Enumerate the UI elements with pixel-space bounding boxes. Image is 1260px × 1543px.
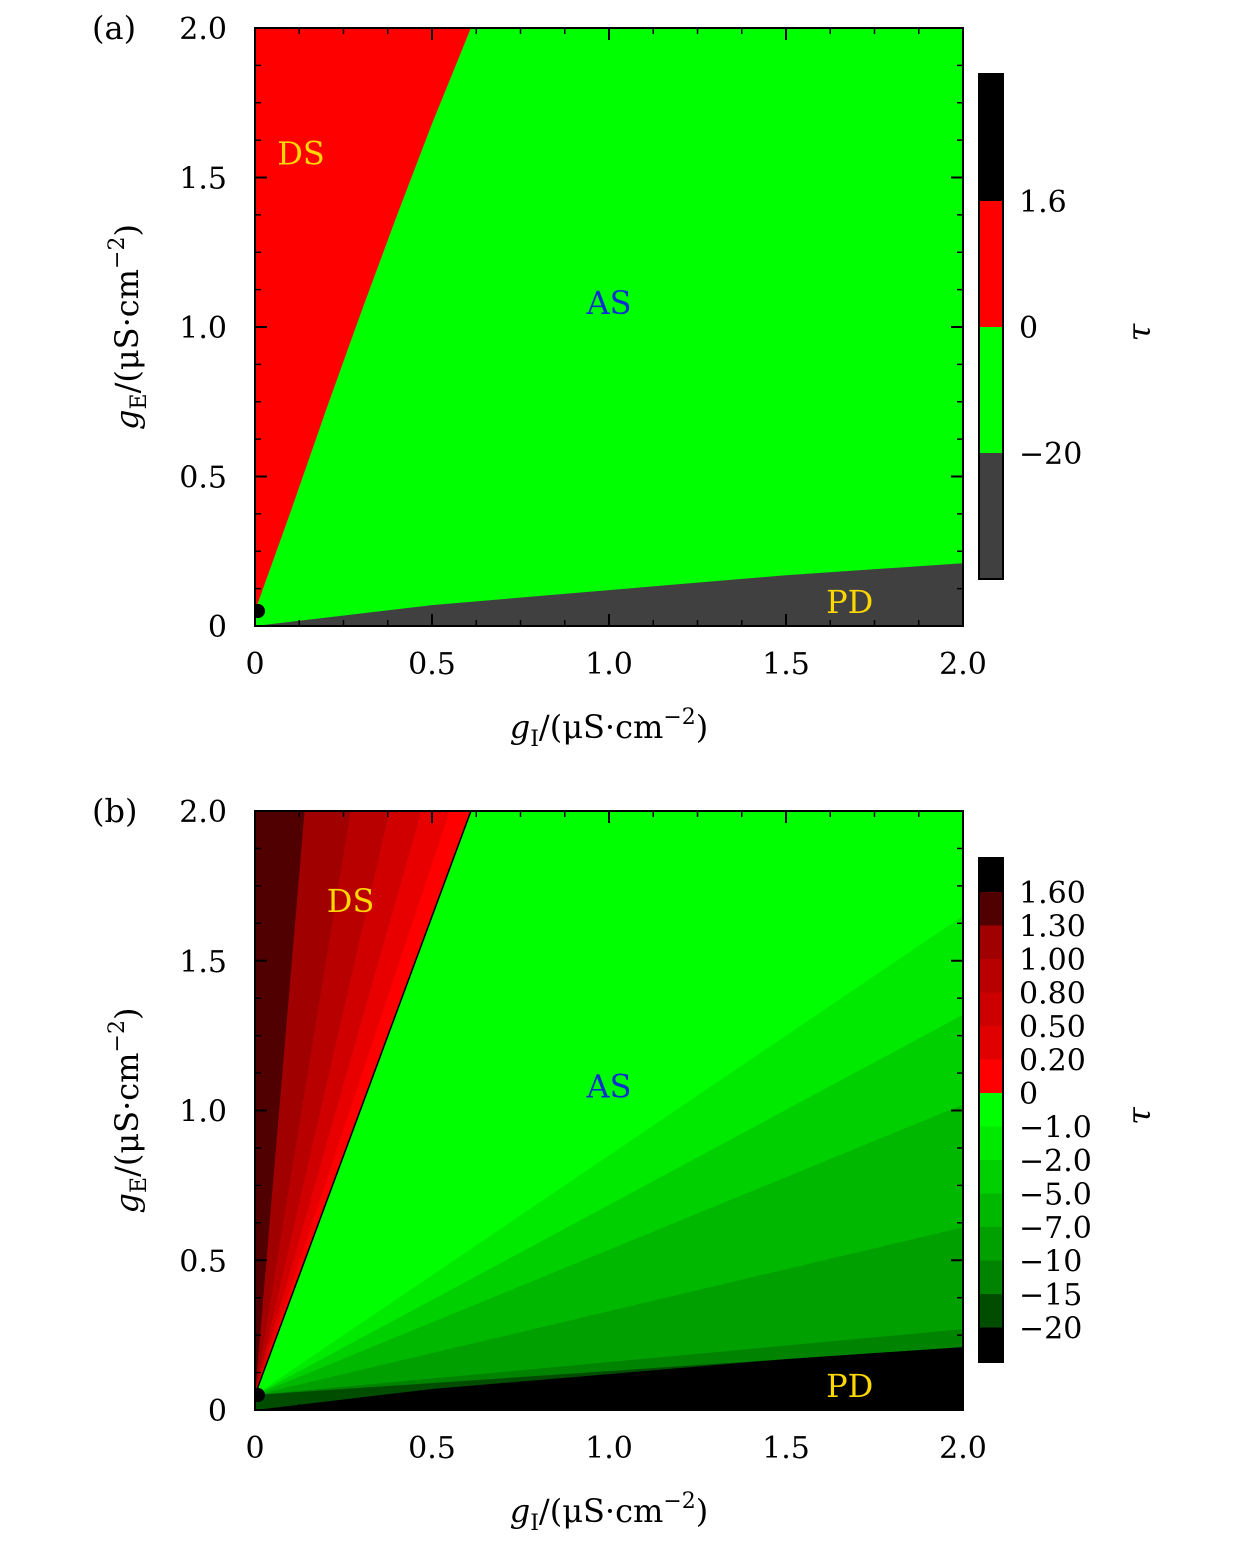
x-tick-label: 0.5 xyxy=(408,1431,456,1466)
panel-label: (a) xyxy=(92,9,136,47)
y-tick-label: 0 xyxy=(208,610,227,645)
colorbar-band xyxy=(979,1327,1003,1362)
x-axis-label: gI/(μS·cm−2) xyxy=(510,705,709,752)
y-tick-label: 1.5 xyxy=(179,162,227,197)
region-label-ds: DS xyxy=(327,882,375,920)
y-tick-label: 1.0 xyxy=(179,311,227,346)
region-label-as: AS xyxy=(585,1068,631,1106)
colorbar-tick-label: 0.50 xyxy=(1019,1010,1086,1045)
y-axis-label: gE/(μS·cm−2) xyxy=(105,1008,152,1214)
colorbar-frame xyxy=(978,857,1004,1363)
critical-point xyxy=(255,1388,265,1403)
colorbar-band xyxy=(979,74,1003,201)
colorbar-band xyxy=(979,1026,1003,1060)
colorbar-frame xyxy=(978,73,1004,580)
colorbar-tick-label: 0.80 xyxy=(1019,977,1086,1012)
panel-b: 0 0.5 1.0 1.5 2.0 0 0.5 1.0 1.5 2.0 DS AS PD (b) gI/(μ… xyxy=(92,792,1158,1536)
colorbar: 1.6 0 −20 τ xyxy=(978,73,1158,580)
ds-wedge xyxy=(255,811,305,1395)
colorbar-band xyxy=(979,327,1003,453)
y-tick-label: 2.0 xyxy=(179,795,227,830)
plot-area xyxy=(255,811,963,1410)
colorbar-band xyxy=(979,858,1003,892)
plot-area xyxy=(255,28,963,626)
region-label-pd: PD xyxy=(826,1367,873,1405)
panel-label: (b) xyxy=(92,792,137,830)
x-tick-label: 1.0 xyxy=(585,1431,633,1466)
y-tick-label: 0.5 xyxy=(179,461,227,496)
y-axis-label: gE/(μS·cm−2) xyxy=(105,224,152,430)
panel-a: 0 0.5 1.0 1.5 2.0 0 0.5 1.0 1.5 2.0 DS AS PD (a) gI/(μ… xyxy=(92,9,1158,752)
colorbar-tick-label: 0 xyxy=(1019,1077,1038,1112)
y-tick-label: 1.0 xyxy=(179,1095,227,1130)
colorbar-tick-label: −1.0 xyxy=(1019,1111,1092,1146)
region-label-ds: DS xyxy=(277,135,325,173)
colorbar-band xyxy=(979,201,1003,327)
y-tick-label: 0 xyxy=(208,1394,227,1429)
colorbar-band xyxy=(979,1126,1003,1160)
x-tick-label: 0 xyxy=(245,647,264,682)
colorbar-band xyxy=(979,925,1003,959)
colorbar-tick-label: −7.0 xyxy=(1019,1211,1092,1246)
pd-region xyxy=(255,563,963,626)
colorbar-band xyxy=(979,1160,1003,1194)
colorbar-tick-label: −10 xyxy=(1019,1245,1082,1280)
x-tick-label: 1.0 xyxy=(585,647,633,682)
ds-region xyxy=(255,28,471,611)
colorbar-band xyxy=(979,959,1003,993)
colorbar-tick-label: 0 xyxy=(1019,311,1038,346)
x-tick-label: 1.5 xyxy=(762,647,810,682)
colorbar-band xyxy=(979,1294,1003,1328)
colorbar: 1.601.301.000.800.500.200−1.0−2.0−5.0−7.… xyxy=(978,857,1158,1363)
y-tick-label: 2.0 xyxy=(179,12,227,47)
critical-point xyxy=(255,604,265,619)
x-tick-label: 0.5 xyxy=(408,647,456,682)
colorbar-band xyxy=(979,1260,1003,1294)
region-label-as: AS xyxy=(585,284,631,322)
x-axis-label: gI/(μS·cm−2) xyxy=(510,1489,709,1536)
colorbar-tick-label: −20 xyxy=(1019,437,1082,472)
x-tick-label: 1.5 xyxy=(762,1431,810,1466)
colorbar-band xyxy=(979,453,1003,579)
colorbar-band xyxy=(979,1227,1003,1261)
colorbar-tick-label: −5.0 xyxy=(1019,1178,1092,1213)
colorbar-label: τ xyxy=(1120,322,1158,341)
pd-region xyxy=(255,1347,963,1410)
colorbar-band xyxy=(979,1059,1003,1093)
colorbar-band xyxy=(979,1193,1003,1227)
colorbar-band xyxy=(979,992,1003,1026)
region-label-pd: PD xyxy=(826,583,873,621)
colorbar-tick-label: 0.20 xyxy=(1019,1044,1086,1079)
x-tick-label: 2.0 xyxy=(939,647,987,682)
y-tick-label: 0.5 xyxy=(179,1244,227,1279)
colorbar-tick-label: 1.60 xyxy=(1019,876,1086,911)
colorbar-tick-label: −15 xyxy=(1019,1278,1082,1313)
y-tick-label: 1.5 xyxy=(179,945,227,980)
colorbar-tick-label: 1.00 xyxy=(1019,943,1086,978)
ds-as-boundary xyxy=(255,811,472,1396)
colorbar-tick-label: 1.6 xyxy=(1019,185,1067,220)
colorbar-band xyxy=(979,892,1003,926)
x-tick-label: 2.0 xyxy=(939,1431,987,1466)
colorbar-tick-label: 1.30 xyxy=(1019,910,1086,945)
colorbar-band xyxy=(979,1093,1003,1127)
colorbar-label: τ xyxy=(1120,1106,1158,1125)
colorbar-tick-label: −2.0 xyxy=(1019,1144,1092,1179)
x-tick-label: 0 xyxy=(245,1431,264,1466)
colorbar-tick-label: −20 xyxy=(1019,1312,1082,1347)
